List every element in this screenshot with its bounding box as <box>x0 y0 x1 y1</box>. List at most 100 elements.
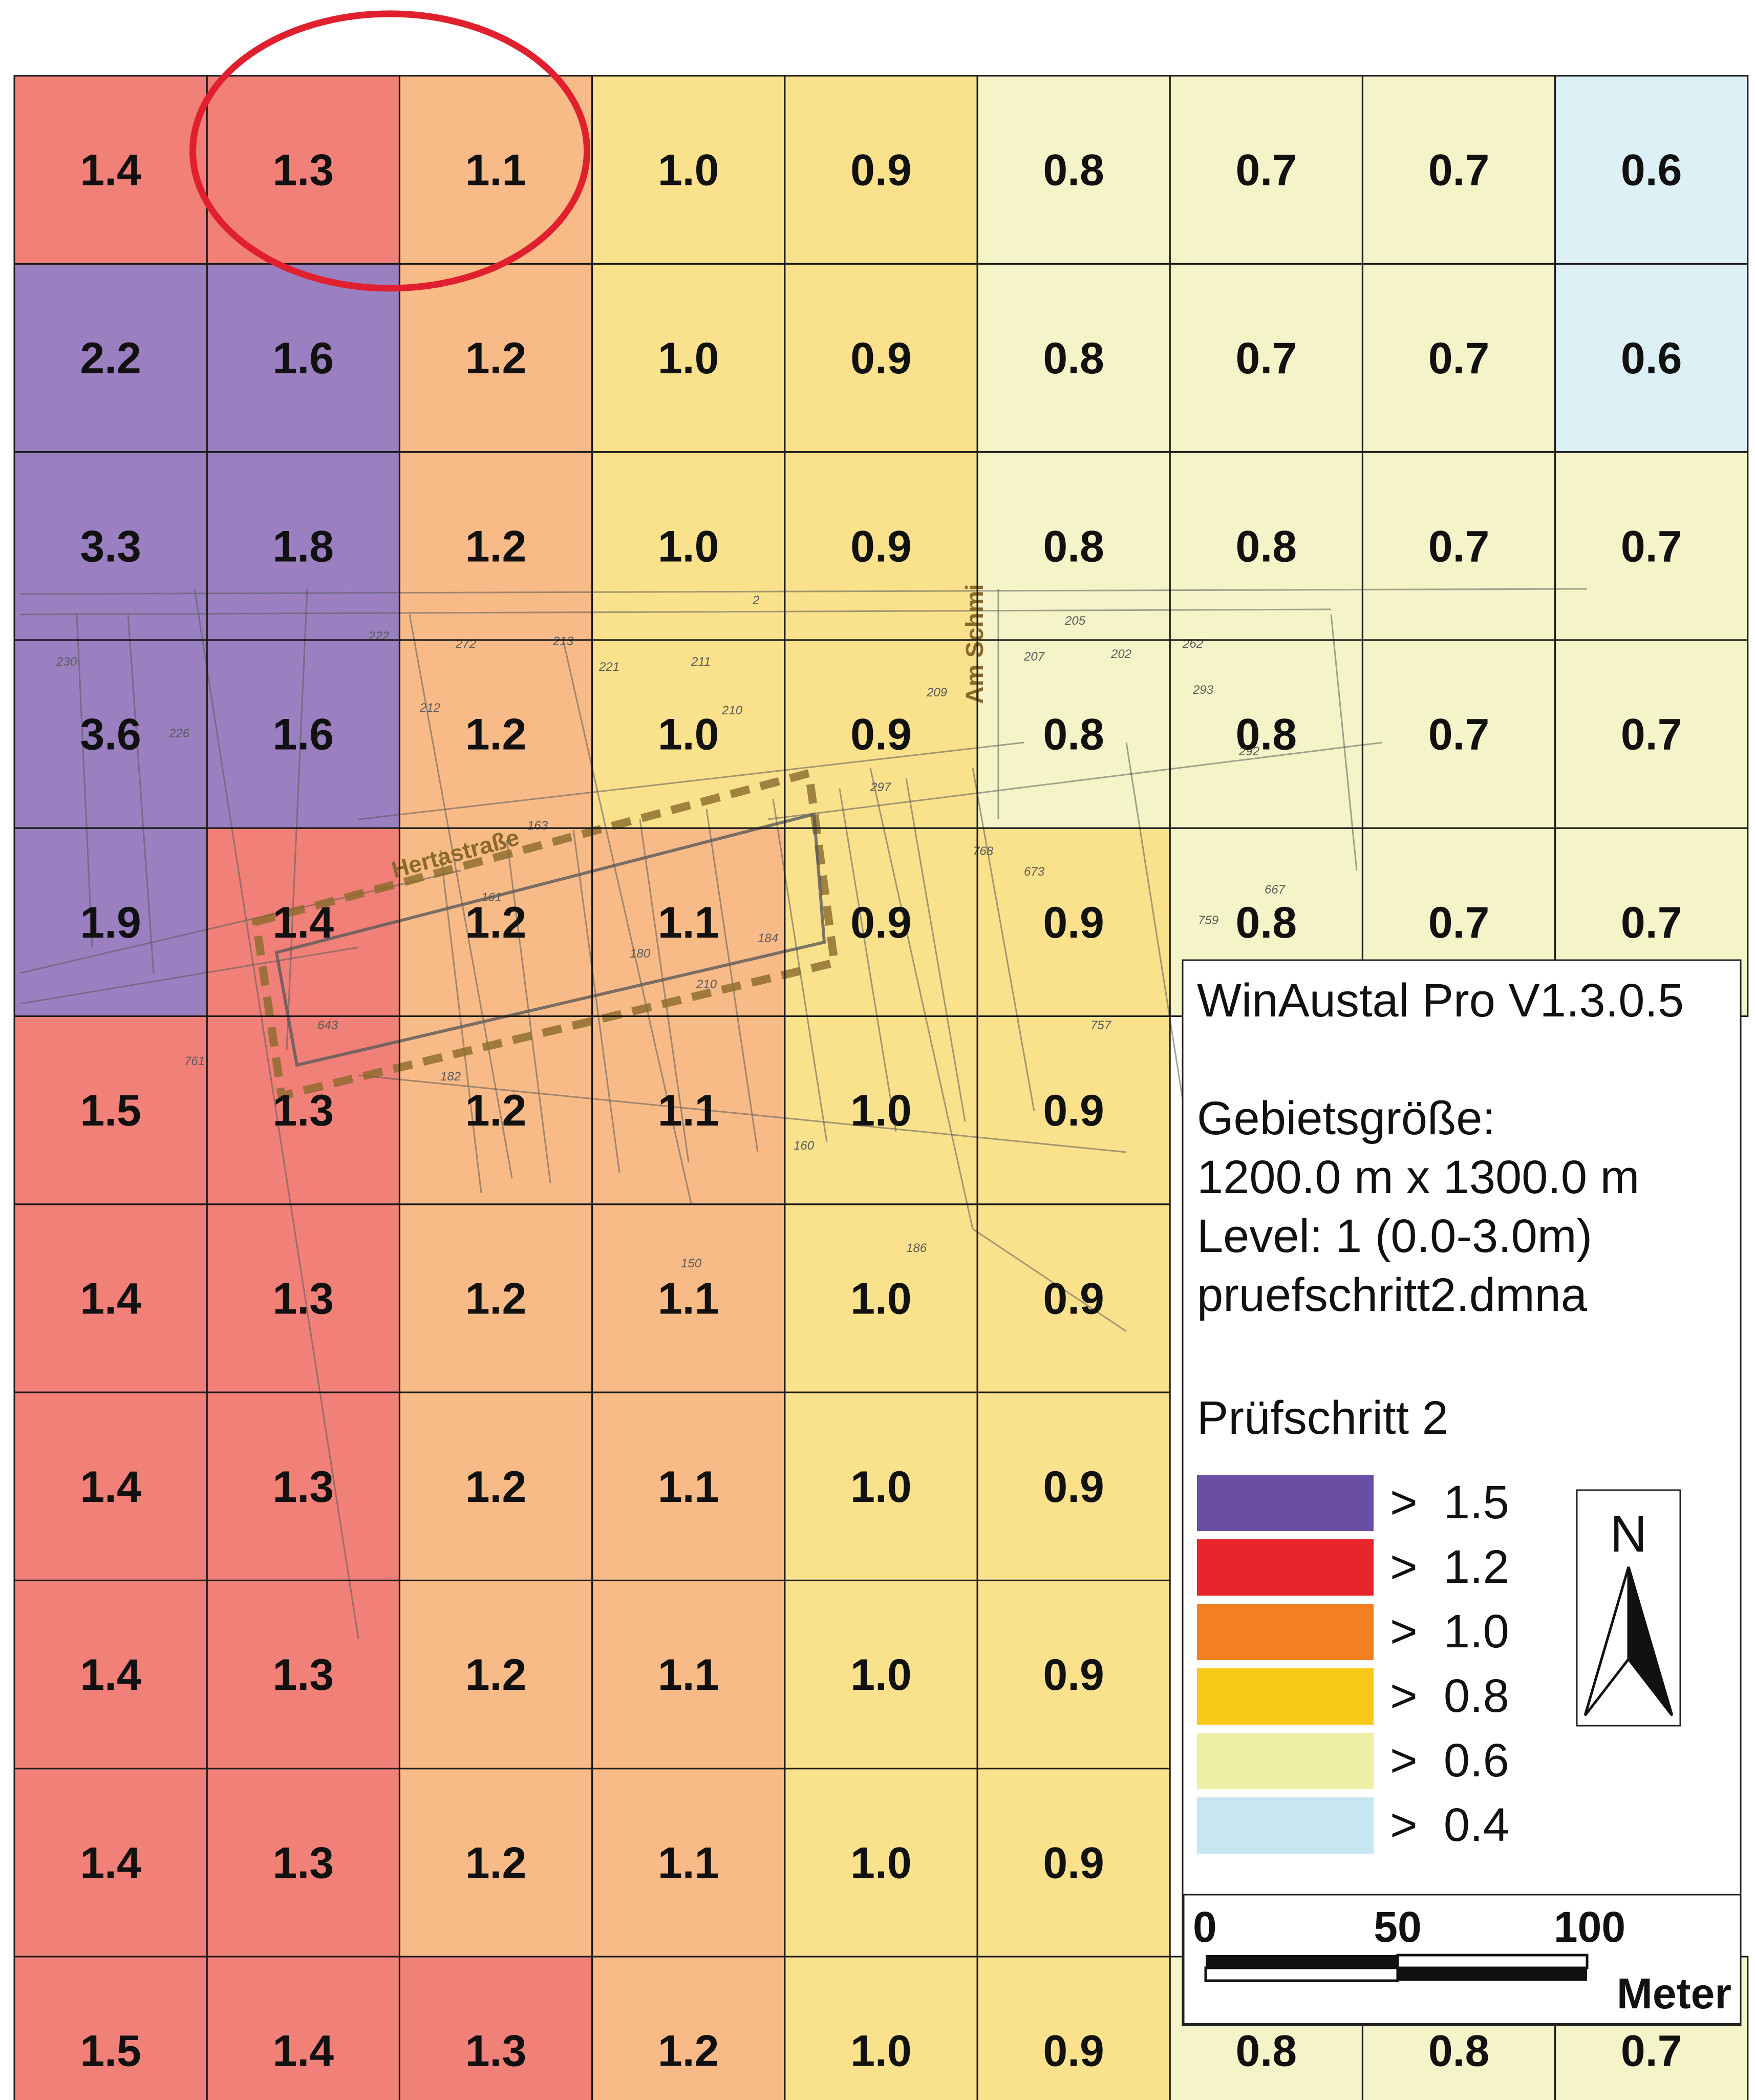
cell-value: 1.4 <box>80 1274 141 1323</box>
grid-cell <box>592 1016 785 1205</box>
cell-value: 0.8 <box>1236 2027 1297 2076</box>
parcel-number: 212 <box>419 701 440 715</box>
cell-value: 0.9 <box>850 710 912 759</box>
cell-value: 0.9 <box>1043 1274 1104 1323</box>
parcel-number: 202 <box>1110 647 1131 661</box>
cell-value: 0.9 <box>1043 1838 1104 1887</box>
cell-value: 1.3 <box>273 1838 334 1887</box>
cell-value: 1.0 <box>658 146 719 195</box>
grid-cell <box>207 1957 400 2100</box>
cell-value: 0.9 <box>850 334 912 383</box>
cell-value: 1.0 <box>658 710 719 759</box>
grid-cell <box>14 1204 207 1393</box>
cell-value: 3.6 <box>80 710 141 759</box>
basemap-line <box>905 778 966 1122</box>
cell-value: 0.7 <box>1621 522 1682 571</box>
basemap-line <box>20 588 1588 595</box>
basemap-line <box>409 614 513 1178</box>
cell-value: 1.5 <box>80 1086 141 1135</box>
cell-value: 1.2 <box>465 334 527 383</box>
cell-value: 1.3 <box>273 1650 334 1700</box>
cell-value: 1.6 <box>273 334 334 383</box>
grid-cell <box>784 1204 978 1393</box>
cell-value: 1.0 <box>658 334 719 383</box>
parcel-number: 768 <box>973 844 994 858</box>
legend-label: > 1.5 <box>1390 1476 1509 1529</box>
street-label: Am Schmi <box>961 584 989 704</box>
cell-value: 1.4 <box>273 898 334 947</box>
cell-value: 0.7 <box>1428 522 1490 571</box>
grid-cell <box>784 1580 978 1769</box>
basemap-line <box>972 1228 1127 1332</box>
parcel-number: 761 <box>184 1054 205 1068</box>
parcel-number: 226 <box>168 727 190 740</box>
grid-cell <box>977 452 1170 641</box>
parcel-number: 643 <box>317 1019 338 1032</box>
parcel-number: 221 <box>598 660 619 674</box>
cell-value: 1.2 <box>465 1650 527 1700</box>
cell-value: 1.0 <box>658 522 719 571</box>
cell-value: 1.0 <box>850 1462 912 1512</box>
grid-cell <box>207 1392 400 1581</box>
cell-value: 1.2 <box>465 1086 527 1135</box>
grid-cell <box>399 1957 593 2100</box>
cell-value: 1.2 <box>465 1274 527 1323</box>
cell-value: 0.9 <box>1043 2027 1104 2076</box>
grid-cell <box>592 640 785 829</box>
parcel-number: 150 <box>681 1257 702 1270</box>
grid-cell <box>14 1016 207 1205</box>
cell-value: 0.7 <box>1236 334 1297 383</box>
parcel-number: 205 <box>1064 614 1086 628</box>
cell-value: 1.9 <box>80 898 141 947</box>
parcel-number: 292 <box>1238 745 1259 758</box>
cell-value: 1.1 <box>658 1274 719 1323</box>
cell-value: 0.7 <box>1236 146 1297 195</box>
basemap-line <box>972 768 1035 1112</box>
legend-swatch <box>1197 1733 1374 1789</box>
grid-cell <box>14 76 207 264</box>
cell-value: 0.8 <box>1236 710 1297 759</box>
basemap-line <box>839 788 897 1132</box>
parcel-number: 213 <box>552 634 574 648</box>
parcel-number: 186 <box>906 1241 927 1255</box>
cell-value: 0.7 <box>1621 898 1682 947</box>
grid-cell <box>592 1204 785 1393</box>
parcel-number: 210 <box>721 704 743 717</box>
grid-cell <box>592 1392 785 1581</box>
grid-cell <box>592 76 785 264</box>
parcel-number: 297 <box>870 780 892 794</box>
grid-cell <box>592 1580 785 1769</box>
cell-value: 1.1 <box>658 1650 719 1700</box>
scale-unit: Meter <box>1617 1969 1731 2018</box>
grid-cell <box>977 1016 1170 1205</box>
grid-cell <box>14 640 207 829</box>
grid-cell <box>1555 76 1748 264</box>
cell-value: 0.6 <box>1621 334 1682 383</box>
scenario-label: Prüfschritt 2 <box>1197 1392 1448 1444</box>
basemap-line <box>562 640 692 1204</box>
grid-cell <box>1362 640 1556 829</box>
legend-panel: WinAustal Pro V1.3.0.5 Gebietsgröße: 120… <box>1182 959 1742 2026</box>
cell-value: 1.2 <box>465 1838 527 1887</box>
grid-cell <box>207 452 400 641</box>
grid-value-labels: 1.4 1.3 1.1 1.0 0.9 0.8 0.7 0.7 0.6 2.2 1.6 1.2 1.0 0… <box>80 146 1682 2076</box>
cell-value: 0.8 <box>1236 898 1297 947</box>
cell-value: 0.7 <box>1621 2027 1682 2076</box>
cell-value: 1.0 <box>850 1838 912 1887</box>
grid-cell <box>977 76 1170 264</box>
cell-value: 1.1 <box>658 1086 719 1135</box>
cell-value: 1.1 <box>658 1838 719 1887</box>
parcel-number: 184 <box>758 931 778 945</box>
grid-cell <box>207 1580 400 1769</box>
parcel-number: 222 <box>368 629 389 643</box>
cell-value: 0.7 <box>1428 334 1490 383</box>
cell-value: 0.7 <box>1621 710 1682 759</box>
grid-cell <box>399 452 593 641</box>
cell-value: 1.0 <box>850 1086 912 1135</box>
basemap-line <box>286 588 308 1050</box>
grid-cell <box>784 76 978 264</box>
study-area-outline <box>251 768 839 1101</box>
cell-value: 0.8 <box>1043 522 1104 571</box>
grid-cell <box>207 264 400 453</box>
